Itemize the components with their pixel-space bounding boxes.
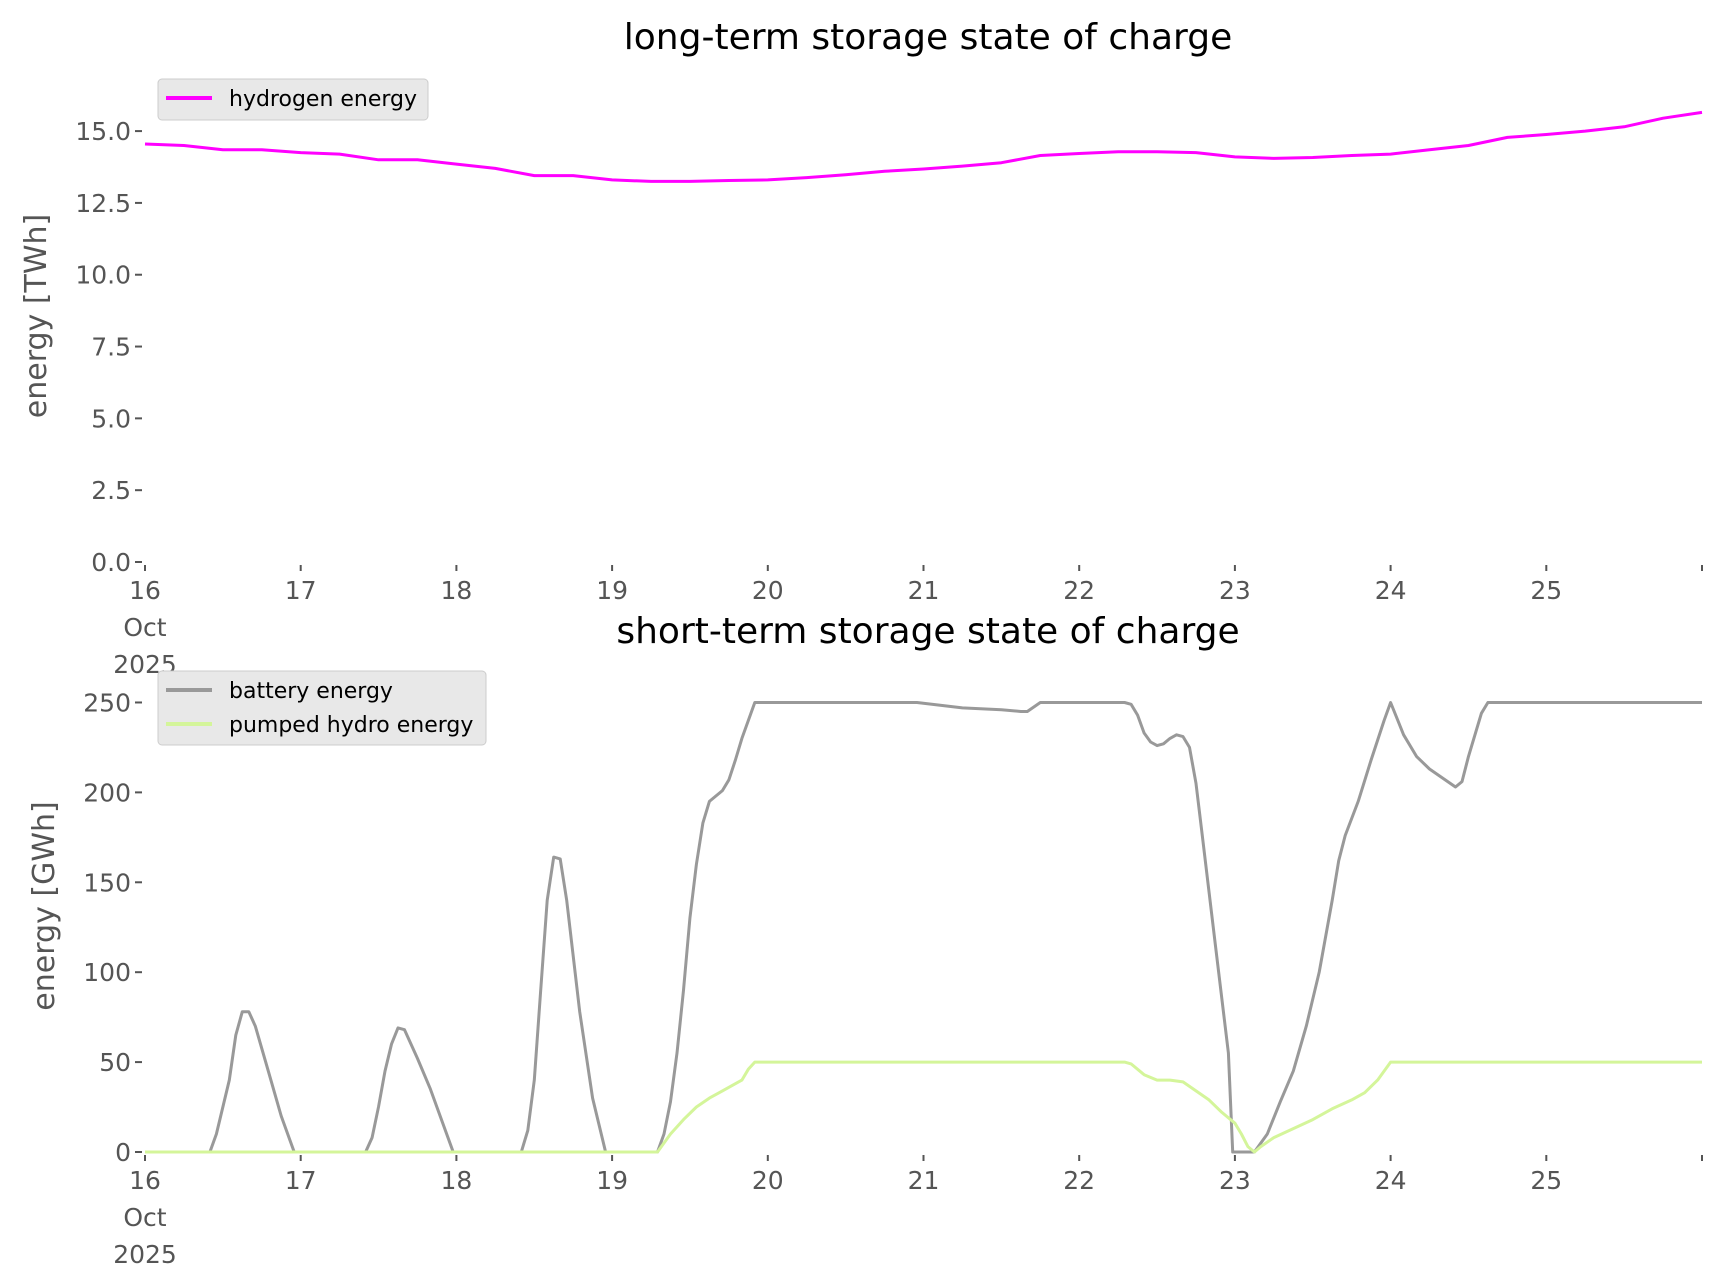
legend-label-hydrogen: hydrogen energy (229, 87, 417, 112)
x-tick-label: Oct (123, 1203, 166, 1232)
series-line-pumped-hydro-energy (145, 1060, 1702, 1154)
y-tick-label: 50 (99, 1048, 131, 1077)
series-layer (144, 110, 1703, 183)
x-tick-label: 17 (285, 576, 317, 605)
x-tick-label: 20 (752, 576, 784, 605)
x-tick-label: 21 (908, 576, 940, 605)
y-axis-label: energy [TWh] (19, 214, 54, 418)
x-axis-ticks: 16 Oct 2025 17 18 19 20 21 22 23 24 25 (113, 1155, 1703, 1269)
legend-box (157, 78, 429, 121)
y-axis-ticks: 0 50 100 150 200 250 (83, 688, 142, 1167)
x-tick-label: 22 (1063, 1166, 1095, 1195)
y-tick-label: 0 (115, 1138, 131, 1167)
x-tick-label: 19 (596, 576, 628, 605)
y-tick-label: 0.0 (91, 548, 131, 577)
y-tick-label: 250 (83, 688, 131, 717)
x-tick-label: 21 (908, 1166, 940, 1195)
legend: battery energy pumped hydro energy (157, 670, 487, 746)
y-tick-label: 10.0 (75, 261, 131, 290)
x-tick-label: Oct (123, 613, 166, 642)
x-tick-label: 17 (285, 1166, 317, 1195)
x-tick-label: 24 (1375, 576, 1407, 605)
chart-title: long-term storage state of charge (624, 17, 1232, 58)
series-layer (145, 701, 1702, 1154)
x-tick-label: 22 (1063, 576, 1095, 605)
legend-box (157, 670, 487, 746)
x-tick-label: 19 (596, 1166, 628, 1195)
y-tick-label: 100 (83, 958, 131, 987)
x-tick-label: 2025 (113, 1240, 177, 1269)
x-tick-label: 25 (1530, 1166, 1562, 1195)
x-tick-label: 18 (440, 1166, 472, 1195)
x-tick-label: 18 (440, 576, 472, 605)
short-term-storage-chart: short-term storage state of charge energ… (27, 611, 1703, 1269)
series-line-battery-energy (145, 701, 1702, 1154)
x-tick-label: 23 (1219, 1166, 1251, 1195)
series-line-hydrogen-energy (144, 110, 1703, 183)
y-axis-ticks: 0.0 2.5 5.0 7.5 10.0 12.5 15.0 (75, 117, 142, 577)
y-tick-label: 7.5 (91, 333, 131, 362)
y-tick-label: 2.5 (91, 476, 131, 505)
x-tick-label: 23 (1219, 576, 1251, 605)
y-tick-label: 15.0 (75, 117, 131, 146)
long-term-storage-chart: long-term storage state of charge energy… (19, 17, 1703, 679)
x-tick-label: 20 (752, 1166, 784, 1195)
y-axis-label: energy [GWh] (27, 801, 62, 1010)
x-tick-label: 25 (1530, 576, 1562, 605)
chart-title: short-term storage state of charge (616, 611, 1239, 652)
x-tick-label: 16 (129, 576, 161, 605)
y-tick-label: 200 (83, 778, 131, 807)
x-tick-label: 24 (1375, 1166, 1407, 1195)
x-tick-label: 16 (129, 1166, 161, 1195)
y-tick-label: 12.5 (75, 189, 131, 218)
legend-label-pumped-hydro: pumped hydro energy (229, 713, 473, 738)
legend: hydrogen energy (157, 78, 429, 121)
legend-label-battery: battery energy (229, 679, 393, 704)
y-tick-label: 5.0 (91, 404, 131, 433)
y-tick-label: 150 (83, 868, 131, 897)
